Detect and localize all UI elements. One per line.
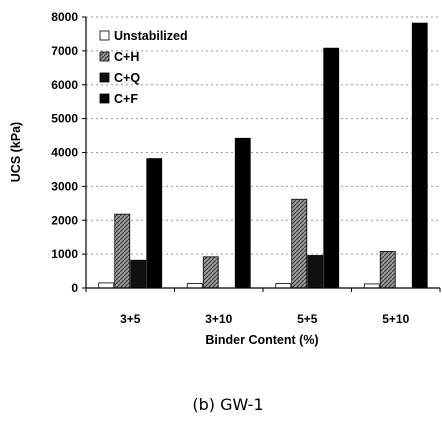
x-tick-label: 3+5 — [120, 312, 141, 326]
bar-c-f-4 — [411, 22, 428, 289]
legend-label: C+Q — [114, 71, 140, 85]
y-tick-label: 5000 — [51, 112, 78, 126]
bar-c-h-2 — [202, 256, 219, 289]
bar-unstabilized-3 — [275, 283, 292, 289]
bar-c-h-1 — [114, 213, 131, 289]
y-tick-label: 6000 — [51, 78, 78, 92]
bar-unstabilized-2 — [186, 283, 203, 289]
figure-caption: (b) GW-1 — [192, 395, 263, 414]
legend-label: Unstabilized — [114, 29, 188, 43]
gridlines — [82, 16, 440, 289]
legend: Unstabilized C+H C+Q C+F — [99, 29, 188, 106]
y-tick-label: 7000 — [51, 44, 78, 58]
x-tick-label: 5+5 — [297, 312, 318, 326]
legend-swatch — [99, 72, 110, 83]
bar-c-h-3 — [291, 198, 308, 289]
y-tick-label: 1000 — [51, 247, 78, 261]
y-tick-label: 3000 — [51, 179, 78, 193]
legend-label: C+F — [114, 92, 138, 106]
bar-c-q-1 — [130, 259, 147, 289]
bar-c-q-3 — [307, 255, 324, 289]
y-tick-label: 2000 — [51, 213, 78, 227]
bar-unstabilized-1 — [98, 282, 115, 289]
y-tick-label: 0 — [71, 281, 78, 295]
bar-c-f-2 — [234, 137, 251, 289]
x-axis-title: Binder Content (%) — [205, 333, 318, 347]
legend-label: C+H — [114, 50, 139, 64]
legend-swatch — [99, 30, 110, 41]
y-tick-label: 4000 — [51, 146, 78, 160]
y-tick-label: 8000 — [51, 10, 78, 24]
x-tick-label: 5+10 — [382, 312, 409, 326]
bars — [98, 22, 428, 289]
legend-swatch — [99, 51, 110, 62]
bar-c-h-4 — [379, 251, 396, 289]
bar-unstabilized-4 — [363, 283, 380, 289]
legend-swatch — [99, 93, 110, 104]
y-tick-labels: 0 1000 2000 3000 4000 5000 6000 7000 8000 — [51, 10, 78, 295]
bar-c-f-3 — [323, 47, 340, 289]
x-tick-labels: 3+5 3+10 5+5 5+10 — [120, 312, 410, 326]
x-tick-label: 3+10 — [205, 312, 232, 326]
y-axis-title: UCS (kPa) — [9, 122, 23, 182]
bar-c-f-1 — [146, 158, 163, 289]
axes — [85, 17, 441, 292]
